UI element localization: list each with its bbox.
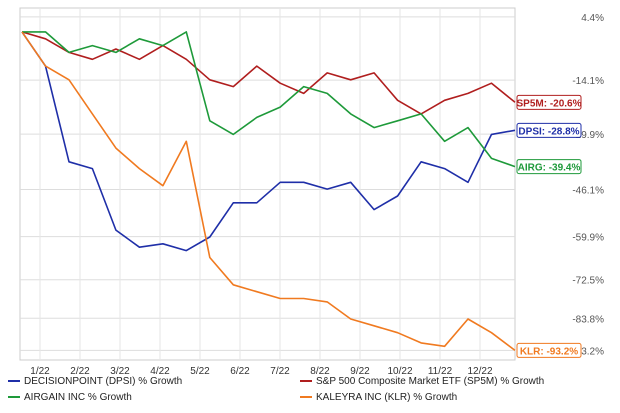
x-tick-label: 11/22 [428, 366, 453, 377]
series-line [22, 31, 516, 168]
y-tick-label: -29.9% [572, 130, 604, 141]
legend-item: DECISIONPOINT (DPSI) % Growth [24, 376, 182, 387]
x-tick-label: 1/22 [30, 366, 50, 377]
y-tick-label: -93.2% [572, 346, 604, 357]
grid [19, 7, 516, 361]
legend: DECISIONPOINT (DPSI) % Growth S&P 500 Com… [8, 376, 544, 403]
y-tick-label: 4.4% [581, 13, 604, 24]
x-tick-label: 6/22 [230, 366, 250, 377]
end-label: SP5M: -20.6% [516, 98, 581, 109]
y-tick-label: -14.1% [572, 76, 604, 87]
end-label-box [516, 342, 582, 358]
x-tick-label: 3/22 [110, 366, 130, 377]
legend-item: AIRGAIN INC % Growth [24, 392, 132, 403]
plot-frame [19, 7, 516, 361]
y-axis-ticks: 4.4% -14.1% -29.9% -46.1% -59.9% -72.5% -83.8%… [572, 13, 604, 358]
x-tick-label: 7/22 [270, 366, 290, 377]
x-tick-label: 5/22 [190, 366, 210, 377]
y-tick-label: -72.5% [572, 276, 604, 287]
x-tick-label: 8/22 [310, 366, 330, 377]
x-tick-label: 10/22 [387, 366, 412, 377]
x-tick-label: 9/22 [350, 366, 370, 377]
series-line [21, 31, 516, 352]
end-label-box [516, 122, 582, 138]
x-tick-label: 12/22 [467, 366, 492, 377]
series-line [21, 31, 516, 115]
series-lines [21, 31, 516, 352]
end-label: DPSI: -28.8% [518, 126, 579, 137]
end-labels: DPSI: -28.8% SP5M: -20.6% AIRG: -39.4% KLR:… [516, 94, 582, 358]
legend-item: KALEYRA INC (KLR) % Growth [316, 392, 457, 403]
end-label: KLR: -93.2% [520, 346, 578, 357]
end-label-box [516, 159, 582, 175]
y-tick-label: -46.1% [572, 185, 604, 196]
x-tick-label: 4/22 [150, 366, 170, 377]
y-tick-label: -59.9% [572, 233, 604, 244]
x-tick-label: 2/22 [70, 366, 90, 377]
y-tick-label: -83.8% [572, 314, 604, 325]
end-label-box [516, 94, 582, 110]
end-label: AIRG: -39.4% [518, 163, 581, 174]
legend-item: S&P 500 Composite Market ETF (SP5M) % Gr… [316, 376, 544, 387]
series-line [21, 31, 516, 252]
x-axis-ticks: 1/22 2/22 3/22 4/22 5/22 6/22 7/22 8/22 9/22 10/2… [30, 366, 493, 377]
